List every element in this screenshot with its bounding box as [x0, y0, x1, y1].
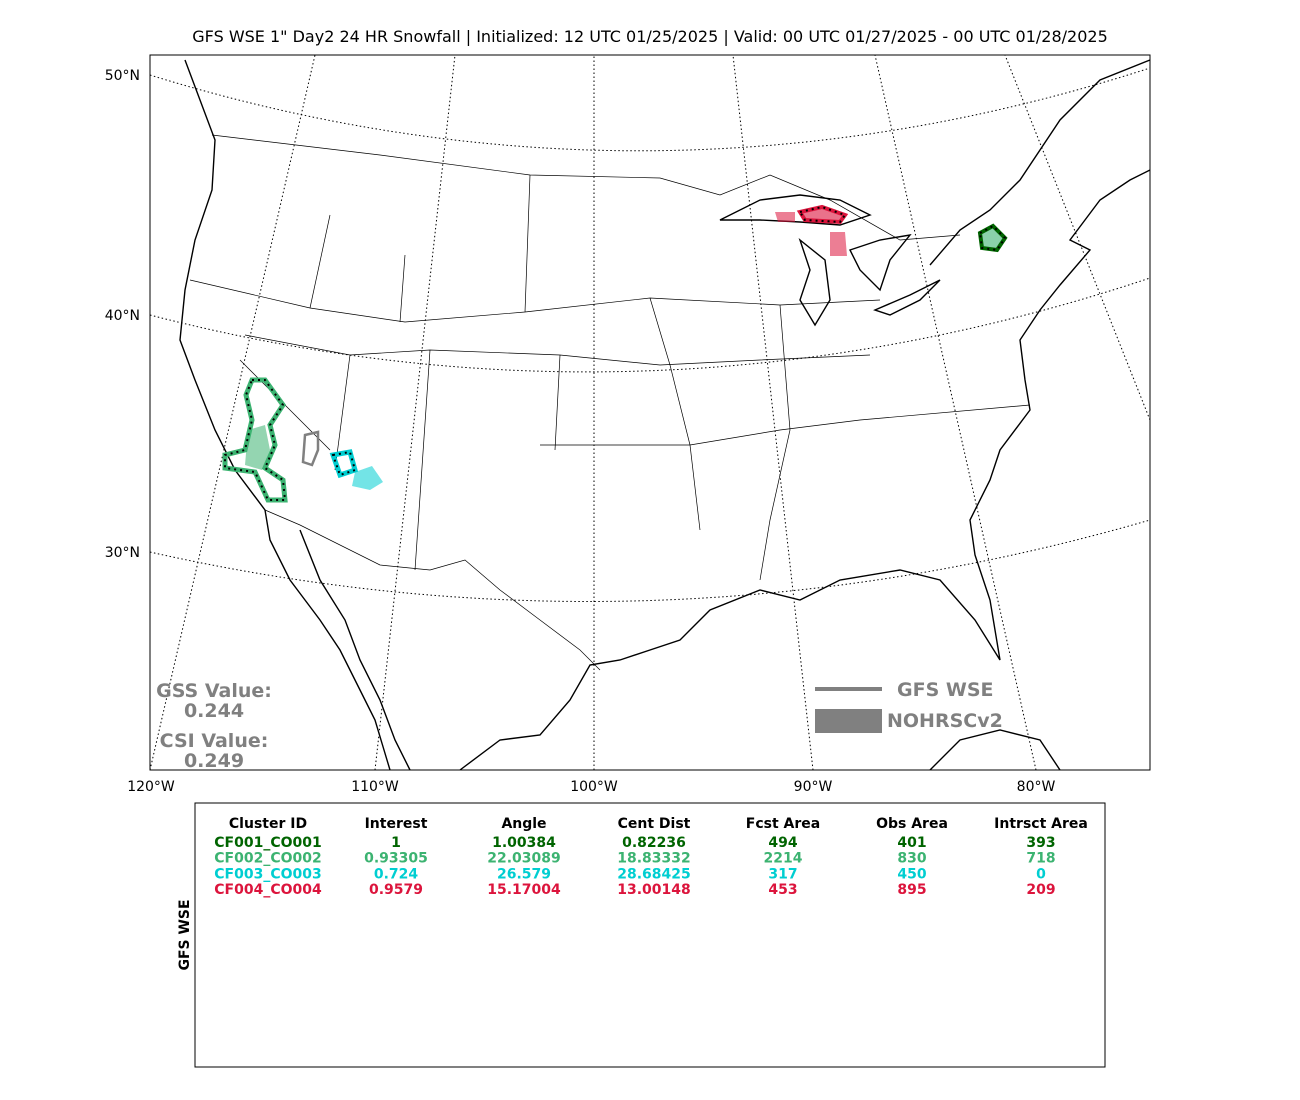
forecast-object [329, 449, 359, 479]
lake-michigan [798, 237, 831, 327]
table-cell: 450 [897, 866, 926, 882]
table-cell: 0.724 [374, 866, 419, 882]
table: Cluster ID Interest Angle Cent Dist Fcst Are… [214, 816, 1088, 898]
table-cell: 209 [1026, 882, 1055, 898]
axis-labels: 50°N 40°N 30°N 120°W 110°W 100°W 90°W 80°W [105, 68, 1056, 795]
column-header: Interest [365, 816, 428, 832]
table-cell: 26.579 [497, 866, 551, 882]
table-cell: 401 [897, 835, 926, 851]
table-cell: CF003_CO003 [214, 866, 321, 882]
cuba [929, 729, 1061, 771]
table-cell: 830 [897, 851, 926, 867]
objects [222, 204, 1008, 503]
lat-label: 40°N [105, 308, 140, 324]
column-header: Cluster ID [229, 816, 307, 832]
legend-label: GFS WSE [897, 679, 994, 701]
column-header: Obs Area [876, 816, 948, 832]
east-gulf-coast [459, 169, 1151, 771]
table-cell: 0.93305 [364, 851, 428, 867]
stat-value: 0.244 [184, 700, 244, 722]
table-cell: 494 [768, 835, 797, 851]
table-cell: 13.00148 [617, 882, 691, 898]
table-cell: 1.00384 [492, 835, 556, 851]
forecast-object [301, 430, 320, 467]
stat-value: 0.249 [184, 750, 244, 772]
table-cell: 0.9579 [369, 882, 423, 898]
lon-label: 90°W [794, 779, 833, 795]
forecast-object-outline [798, 205, 847, 224]
lake-erie [873, 279, 941, 316]
parallel [149, 67, 1151, 152]
table-cell: 1 [391, 835, 401, 851]
table-cell: CF002_CO002 [214, 851, 321, 867]
table-cell: 0 [1036, 866, 1046, 882]
map-frame [149, 54, 1151, 771]
coastlines [179, 59, 1151, 771]
table-cell: 453 [768, 882, 797, 898]
observed-object [245, 425, 270, 470]
table-cell: CF004_CO004 [214, 882, 322, 898]
lon-label: 110°W [351, 779, 399, 795]
baja [299, 529, 411, 771]
lon-label: 120°W [127, 779, 175, 795]
graticule [149, 54, 1151, 771]
table-cell: 0.82236 [622, 835, 686, 851]
table-frame [194, 802, 1106, 1068]
parallel [149, 519, 1151, 602]
table-cell: 317 [768, 866, 797, 882]
stat-label: CSI Value: [160, 730, 269, 752]
borders [189, 134, 1031, 671]
table-side-label: GFS WSE [177, 899, 193, 970]
map: GSS Value:0.244 CSI Value:0.249 GFS WSE NO… [149, 54, 1151, 772]
table-cell: 18.83332 [617, 851, 691, 867]
st-lawrence [929, 59, 1151, 266]
column-header: Fcst Area [746, 816, 820, 832]
parallel [149, 277, 1151, 373]
mexico-border [264, 509, 601, 671]
table-cell: 718 [1026, 851, 1055, 867]
meridian [1004, 54, 1151, 421]
table-cell: 28.68425 [617, 866, 691, 882]
lon-label: 80°W [1017, 779, 1056, 795]
stats: GSS Value:0.244 CSI Value:0.249 [156, 680, 272, 772]
column-header: Angle [501, 816, 546, 832]
lon-label: 100°W [570, 779, 618, 795]
forecast-object-outline [224, 379, 287, 501]
lat-label: 30°N [105, 545, 140, 561]
lake-superior [719, 194, 872, 226]
legend: GFS WSE NOHRSCv2 [815, 679, 1003, 733]
stat-label: GSS Value: [156, 680, 272, 702]
table-cell: 22.03089 [487, 851, 561, 867]
table-cell: 895 [897, 882, 926, 898]
table-cell: 2214 [764, 851, 803, 867]
west-coast [179, 59, 391, 771]
column-header: Cent Dist [618, 816, 691, 832]
table-cell: 15.17004 [487, 882, 561, 898]
observed-object [352, 466, 383, 490]
lake-huron [849, 234, 912, 292]
lat-label: 50°N [105, 68, 140, 84]
title: GFS WSE 1" Day2 24 HR Snowfall | Initial… [192, 27, 1108, 46]
column-header: Intrsct Area [994, 816, 1088, 832]
observed-object [775, 212, 847, 256]
legend-label: NOHRSCv2 [887, 710, 1003, 732]
table-cell: CF001_CO001 [214, 835, 321, 851]
canada-border [211, 134, 961, 241]
legend-patch [815, 709, 882, 733]
table-cell: 393 [1026, 835, 1055, 851]
forecast-object-outline [978, 224, 1007, 252]
